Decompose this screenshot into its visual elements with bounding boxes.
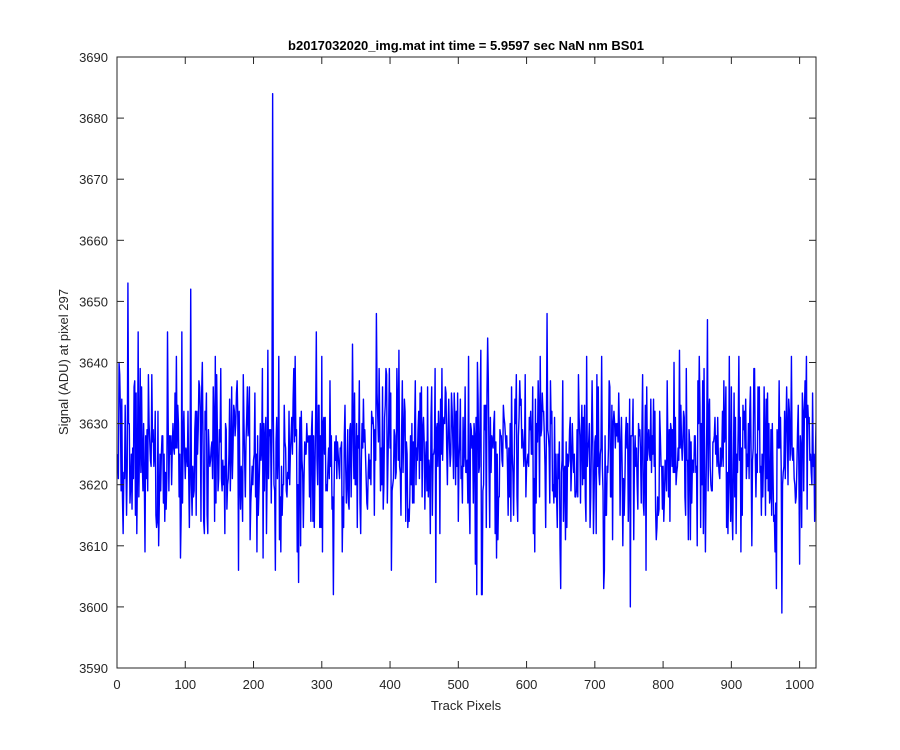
x-tick-label: 200 [243, 677, 265, 692]
y-tick-label: 3660 [79, 233, 108, 248]
plot-background [117, 57, 816, 668]
x-tick-label: 900 [721, 677, 743, 692]
signal-series-line [117, 92, 816, 614]
y-tick-label: 3690 [79, 50, 108, 65]
x-tick-label: 1000 [785, 677, 814, 692]
y-tick-label: 3630 [79, 417, 108, 432]
x-tick-label: 500 [447, 677, 469, 692]
x-tick-label: 400 [379, 677, 401, 692]
y-tick-label: 3650 [79, 294, 108, 309]
y-tick-label: 3620 [79, 478, 108, 493]
y-tick-label: 3680 [79, 111, 108, 126]
chart-title: b2017032020_img.mat int time = 5.9597 se… [288, 38, 644, 53]
x-tick-label: 100 [174, 677, 196, 692]
y-tick-label: 3670 [79, 172, 108, 187]
x-tick-label: 300 [311, 677, 333, 692]
series-layer [117, 92, 816, 614]
y-tick-label: 3640 [79, 356, 108, 371]
y-tick-label: 3590 [79, 661, 108, 676]
ticks-layer: 0 100 200 300 400 500 600 700 800 900 1000 3590 3600… [79, 50, 816, 692]
y-tick-label: 3600 [79, 600, 108, 615]
y-axis-label: Signal (ADU) at pixel 297 [56, 289, 71, 435]
x-tick-label: 700 [584, 677, 606, 692]
x-tick-label: 800 [652, 677, 674, 692]
y-tick-label: 3610 [79, 539, 108, 554]
x-axis-label: Track Pixels [431, 698, 502, 713]
x-tick-label: 0 [113, 677, 120, 692]
x-tick-label: 600 [516, 677, 538, 692]
